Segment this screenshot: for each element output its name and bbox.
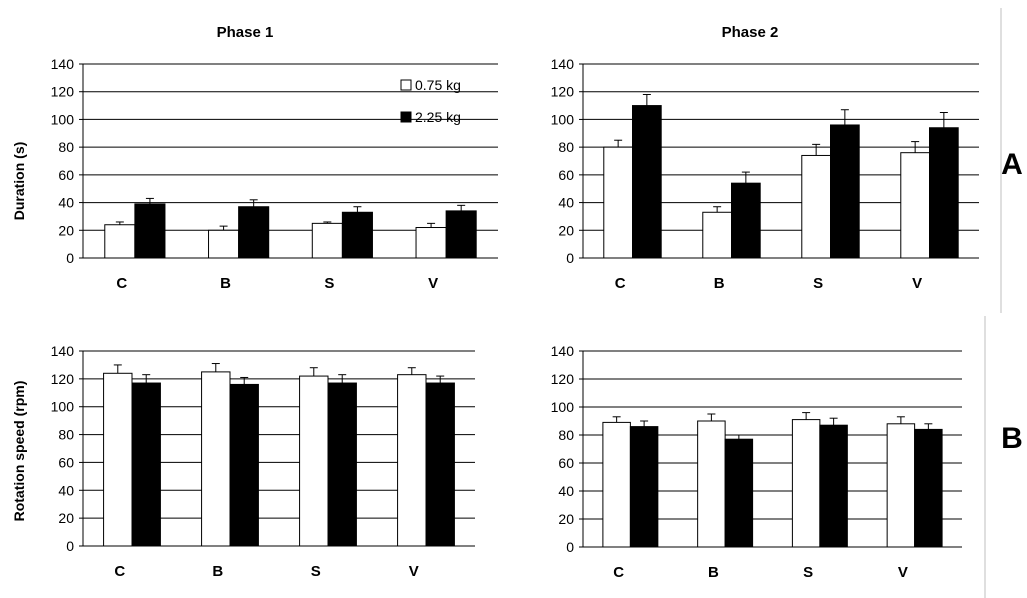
y-tick-label: 140 (51, 56, 75, 72)
y-tick-label: 100 (551, 111, 575, 127)
y-tick-label: 0 (566, 250, 574, 266)
chart-rotation-phase-2: 0 20 40 60 80 100 120 140 C B S V (551, 343, 962, 581)
y-tick-label: 140 (51, 343, 75, 359)
x-tick-label-b: B (708, 564, 719, 581)
bar-c-series-2 (629, 426, 659, 548)
bar-c-series-2 (134, 203, 166, 259)
bar-s-series-2 (819, 424, 848, 548)
bar-v-series-1 (900, 152, 930, 259)
legend: 0.75 kg 2.25 kg (400, 77, 461, 125)
bar-s-series-2 (830, 124, 860, 259)
y-tick-label: 140 (551, 56, 575, 72)
x-tick-label-s: S (311, 563, 321, 580)
y-tick-label: 20 (558, 222, 574, 238)
legend-label-0-75-kg: 0.75 kg (415, 77, 461, 93)
bar-v-series-2 (445, 210, 477, 259)
bar-v-series-1 (397, 374, 427, 547)
x-tick-label-s: S (803, 564, 813, 581)
bar-c-series-1 (104, 224, 136, 259)
y-tick-label: 80 (58, 427, 74, 443)
y-tick-label: 80 (558, 427, 574, 443)
chart-duration-phase-2: 0 20 40 60 80 100 120 140 C B S V (551, 56, 979, 292)
column-title-phase-2: Phase 2 (722, 24, 779, 41)
y-tick-label: 20 (58, 222, 74, 238)
legend-swatch-0-75-kg (400, 79, 412, 91)
y-tick-label: 40 (558, 195, 574, 211)
bar-b-series-1 (702, 211, 732, 259)
y-tick-label: 80 (58, 139, 74, 155)
legend-label-2-25-kg: 2.25 kg (415, 109, 461, 125)
bar-c-series-1 (603, 146, 633, 259)
x-tick-label-c: C (615, 275, 626, 292)
y-tick-label: 120 (51, 371, 75, 387)
y-tick-label: 40 (58, 195, 74, 211)
bar-b-series-1 (201, 371, 231, 547)
y-tick-label: 40 (558, 483, 574, 499)
y-tick-label: 100 (551, 399, 575, 415)
bar-v-series-2 (929, 127, 959, 259)
y-tick-label: 100 (51, 399, 75, 415)
y-tick-label: 80 (558, 139, 574, 155)
bar-b-series-2 (238, 206, 270, 259)
bar-s-series-1 (801, 154, 831, 259)
chart-duration-phase-1: 0 20 40 60 80 100 120 140 C B S V (51, 56, 498, 292)
bar-c-series-1 (602, 421, 631, 548)
x-tick-label-v: V (409, 563, 419, 580)
y-tick-label: 40 (58, 482, 74, 498)
row-ylabel-rotation-speed: Rotation speed (rpm) (11, 381, 27, 522)
bar-s-series-2 (327, 382, 357, 547)
y-tick-label: 60 (58, 454, 74, 470)
bar-s-series-1 (299, 375, 329, 547)
bar-v-series-1 (886, 423, 916, 548)
x-tick-label-v: V (912, 275, 922, 292)
bar-b-series-2 (731, 182, 761, 259)
chart-rotation-phase-1: 0 20 40 60 80 100 120 140 C B S V (51, 343, 475, 580)
bar-b-series-2 (229, 383, 259, 547)
bar-s-series-1 (791, 419, 821, 548)
x-tick-label-c: C (114, 563, 125, 580)
x-tick-label-s: S (813, 275, 823, 292)
x-tick-label-c: C (116, 275, 127, 292)
x-tick-label-s: S (324, 275, 334, 292)
bar-c-series-1 (103, 372, 133, 547)
x-tick-label-v: V (898, 564, 908, 581)
x-tick-label-b: B (212, 563, 223, 580)
y-tick-label: 120 (51, 84, 75, 100)
bar-b-series-1 (697, 420, 726, 548)
y-tick-label: 60 (558, 167, 574, 183)
y-tick-label: 0 (566, 539, 574, 555)
y-tick-label: 0 (66, 250, 74, 266)
bar-c-series-2 (632, 105, 662, 259)
x-tick-label-v: V (428, 275, 438, 292)
bar-v-series-2 (425, 382, 455, 547)
bar-c-series-2 (131, 382, 161, 547)
bar-v-series-2 (914, 428, 943, 548)
column-title-phase-1: Phase 1 (217, 24, 274, 41)
x-tick-label-b: B (220, 275, 231, 292)
bar-v-series-1 (415, 227, 447, 259)
y-tick-label: 100 (51, 111, 75, 127)
panel-label-b: B (1001, 422, 1023, 455)
y-tick-label: 60 (558, 455, 574, 471)
bar-b-series-2 (724, 438, 754, 548)
y-tick-label: 20 (558, 511, 574, 527)
y-tick-label: 120 (551, 371, 575, 387)
y-tick-label: 60 (58, 167, 74, 183)
y-tick-label: 140 (551, 343, 575, 359)
legend-swatch-2-25-kg (400, 111, 412, 123)
y-tick-label: 20 (58, 510, 74, 526)
x-tick-label-b: B (714, 275, 725, 292)
y-tick-label: 0 (66, 538, 74, 554)
row-ylabel-duration: Duration (s) (11, 142, 27, 221)
panel-label-a: A (1001, 148, 1023, 181)
x-tick-label-c: C (613, 564, 624, 581)
bar-b-series-1 (208, 229, 240, 259)
y-tick-label: 120 (551, 84, 575, 100)
bar-s-series-1 (311, 222, 343, 259)
bar-s-series-2 (341, 211, 373, 259)
